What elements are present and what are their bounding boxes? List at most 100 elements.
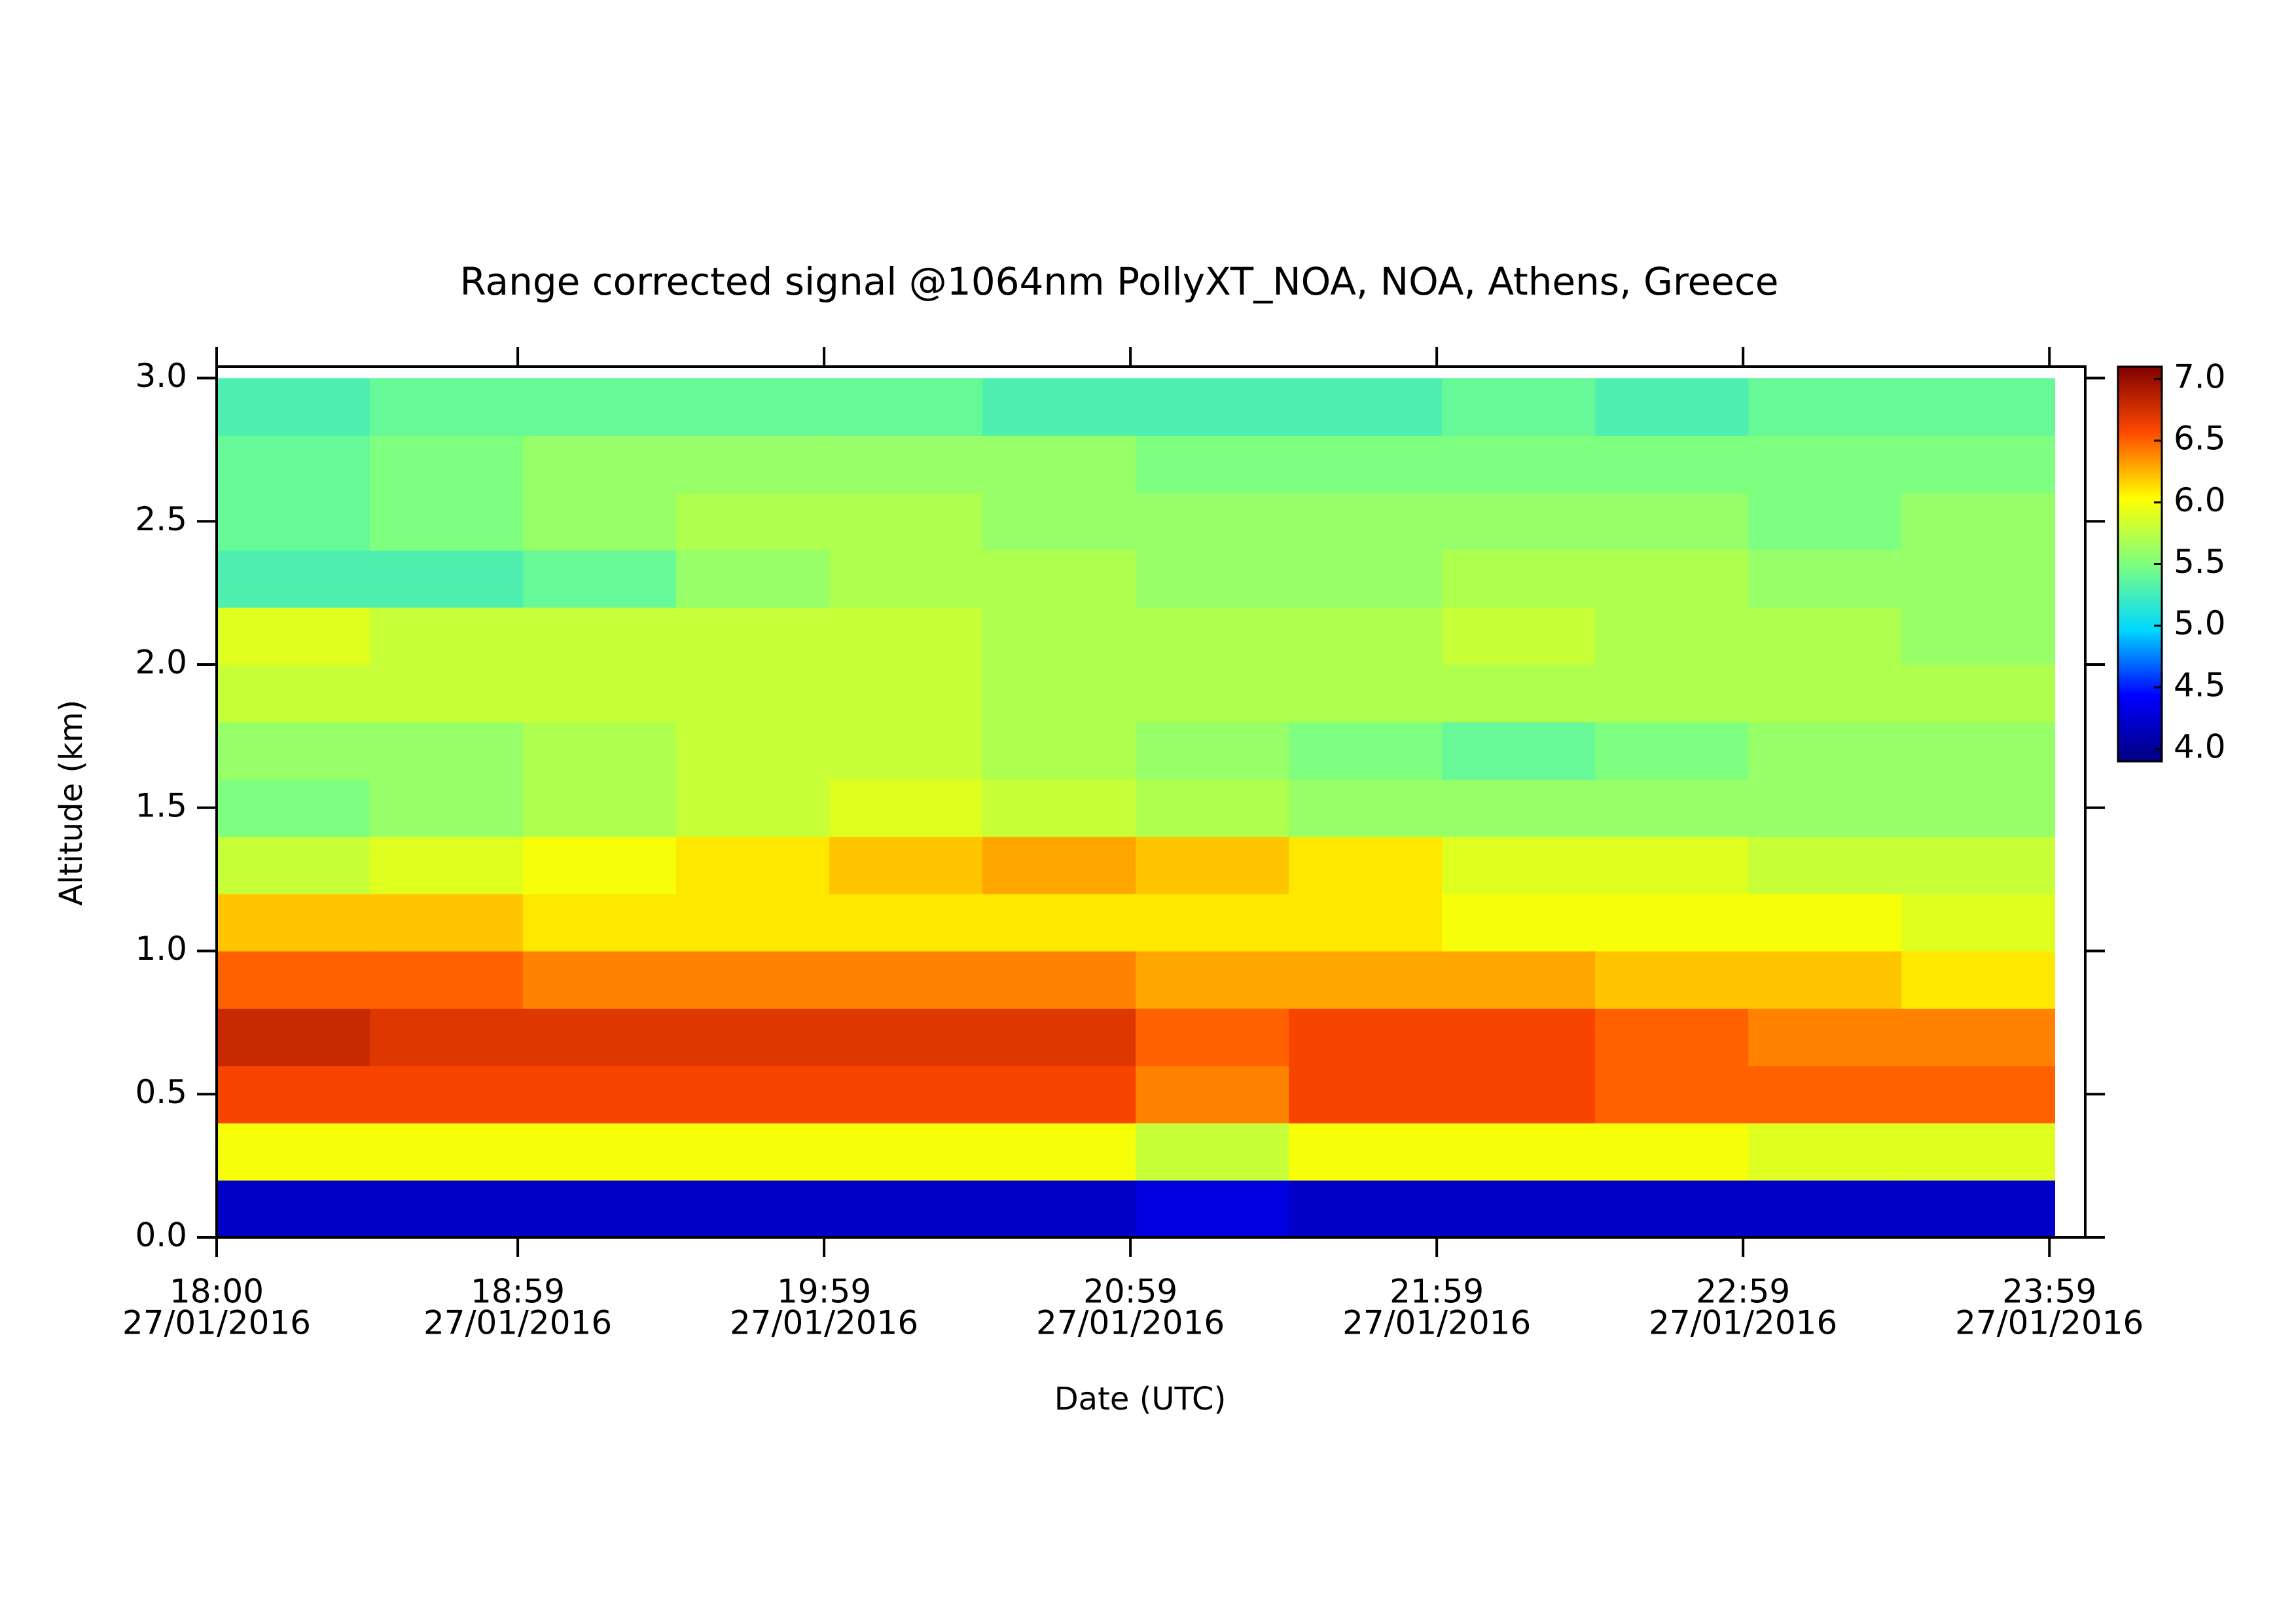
heat-cell (1595, 836, 1749, 894)
heat-cell (829, 779, 983, 837)
heat-cell (1901, 665, 2055, 723)
heat-cell (1901, 550, 2055, 608)
heat-cell (217, 1180, 370, 1237)
heat-cell (217, 1008, 370, 1067)
heat-cell (1136, 550, 1289, 608)
x-tick-date: 27/01/2016 (1649, 1304, 1837, 1342)
heat-cell (982, 1008, 1136, 1067)
heat-cell (217, 550, 370, 608)
colorbar-tick-label: 5.0 (2174, 604, 2226, 642)
heat-cell (1136, 951, 1289, 1009)
heat-cell (829, 836, 983, 894)
heat-cell (1595, 721, 1749, 780)
heat-cell (1289, 378, 1443, 436)
heat-cell (1442, 779, 1596, 837)
heat-cell (982, 1123, 1136, 1181)
heat-cell (1442, 607, 1596, 665)
heat-cell (676, 492, 830, 551)
heat-cell (829, 492, 983, 551)
heat-cell (1748, 951, 1902, 1009)
heat-cell (523, 836, 677, 894)
x-tick-label: 20:59 (1083, 1273, 1177, 1311)
heat-cell (523, 1180, 677, 1237)
heat-cell (523, 435, 677, 494)
heat-cell (1595, 492, 1749, 551)
heat-cell (1442, 1065, 1596, 1123)
x-tick-date: 27/01/2016 (122, 1304, 311, 1342)
heat-cell (1442, 492, 1596, 551)
heat-cell (1136, 1180, 1289, 1237)
heat-cell (1442, 378, 1596, 436)
heat-cell (1748, 435, 1902, 494)
heat-cell (523, 1008, 677, 1067)
heat-cell (370, 607, 524, 665)
heat-cell (370, 1123, 524, 1181)
heat-cell (1595, 951, 1749, 1009)
heat-cell (1595, 607, 1749, 665)
heat-cell (982, 550, 1136, 608)
heat-cell (523, 894, 677, 952)
y-tick-label: 0.5 (135, 1073, 187, 1111)
heat-cell (676, 779, 830, 837)
heat-cell (1595, 435, 1749, 494)
heat-cell (217, 951, 370, 1009)
heat-cell (1901, 951, 2055, 1009)
colorbar-tick-label: 5.5 (2174, 543, 2226, 581)
heat-cell (1748, 1065, 1902, 1123)
heat-cell (1136, 1008, 1289, 1067)
heat-cell (523, 1065, 677, 1123)
heat-cell (1748, 836, 1902, 894)
y-tick-label: 1.0 (135, 930, 187, 968)
heat-cell (982, 492, 1136, 551)
heat-cell (1442, 665, 1596, 723)
heat-cell (370, 435, 524, 494)
heat-cell (1442, 951, 1596, 1009)
x-tick-label: 23:59 (2002, 1273, 2096, 1311)
heat-cell (1595, 665, 1749, 723)
heat-cell (829, 1180, 983, 1237)
heat-cell (829, 951, 983, 1009)
heat-cell (1595, 378, 1749, 436)
heat-cell (1289, 550, 1443, 608)
heatmap (217, 378, 2055, 1237)
heat-cell (370, 836, 524, 894)
heat-cell (982, 779, 1136, 837)
heat-cell (676, 550, 830, 608)
heat-cell (1901, 836, 2055, 894)
x-tick-label: 22:59 (1696, 1273, 1790, 1311)
heat-cell (1442, 1008, 1596, 1067)
heat-cell (217, 1123, 370, 1181)
heat-cell (370, 1008, 524, 1067)
heat-cell (676, 665, 830, 723)
heat-cell (523, 721, 677, 780)
x-tick-label: 18:59 (471, 1273, 565, 1311)
heat-cell (523, 665, 677, 723)
heat-cell (1136, 607, 1289, 665)
heat-cell (676, 951, 830, 1009)
colorbar-tick-label: 6.5 (2174, 420, 2226, 458)
heat-cell (829, 1065, 983, 1123)
x-tick-date: 27/01/2016 (1036, 1304, 1225, 1342)
heat-cell (982, 951, 1136, 1009)
heat-cell (523, 1123, 677, 1181)
heat-cell (1136, 665, 1289, 723)
y-tick-label: 2.5 (135, 500, 187, 538)
heat-cell (217, 665, 370, 723)
heat-cell (1901, 721, 2055, 780)
heat-cell (676, 607, 830, 665)
heat-cell (1595, 1123, 1749, 1181)
heat-cell (982, 607, 1136, 665)
heat-cell (1901, 1180, 2055, 1237)
heat-cell (1442, 721, 1596, 780)
heat-cell (1595, 894, 1749, 952)
heat-cell (1136, 836, 1289, 894)
heat-cell (1595, 550, 1749, 608)
heat-cell (982, 1180, 1136, 1237)
heat-cell (1901, 894, 2055, 952)
heat-cell (829, 607, 983, 665)
heat-cell (217, 492, 370, 551)
heat-cell (1748, 779, 1902, 837)
heat-cell (1289, 836, 1443, 894)
heat-cell (370, 1065, 524, 1123)
